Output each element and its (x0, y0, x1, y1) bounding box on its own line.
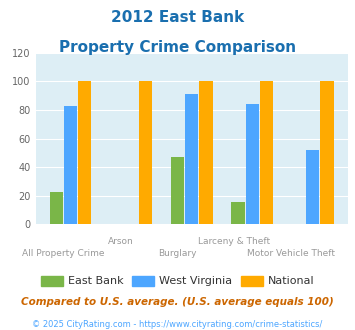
Text: 2012 East Bank: 2012 East Bank (111, 10, 244, 25)
Bar (306, 150, 320, 224)
Bar (260, 82, 273, 224)
Text: © 2025 CityRating.com - https://www.cityrating.com/crime-statistics/: © 2025 CityRating.com - https://www.city… (32, 320, 323, 329)
Text: Motor Vehicle Theft: Motor Vehicle Theft (247, 249, 335, 258)
Text: Compared to U.S. average. (U.S. average equals 100): Compared to U.S. average. (U.S. average … (21, 297, 334, 307)
Legend: East Bank, West Virginia, National: East Bank, West Virginia, National (37, 271, 318, 291)
Bar (320, 82, 334, 224)
Text: Burglary: Burglary (158, 249, 196, 258)
Text: Property Crime Comparison: Property Crime Comparison (59, 40, 296, 54)
Bar (199, 82, 213, 224)
Bar (171, 157, 184, 224)
Bar (64, 106, 77, 224)
Bar (246, 104, 259, 224)
Bar (78, 82, 92, 224)
Text: Arson: Arson (108, 237, 133, 246)
Bar (185, 94, 198, 224)
Text: Larceny & Theft: Larceny & Theft (198, 237, 270, 246)
Text: All Property Crime: All Property Crime (22, 249, 105, 258)
Bar (139, 82, 152, 224)
Bar (231, 202, 245, 224)
Bar (50, 191, 63, 224)
